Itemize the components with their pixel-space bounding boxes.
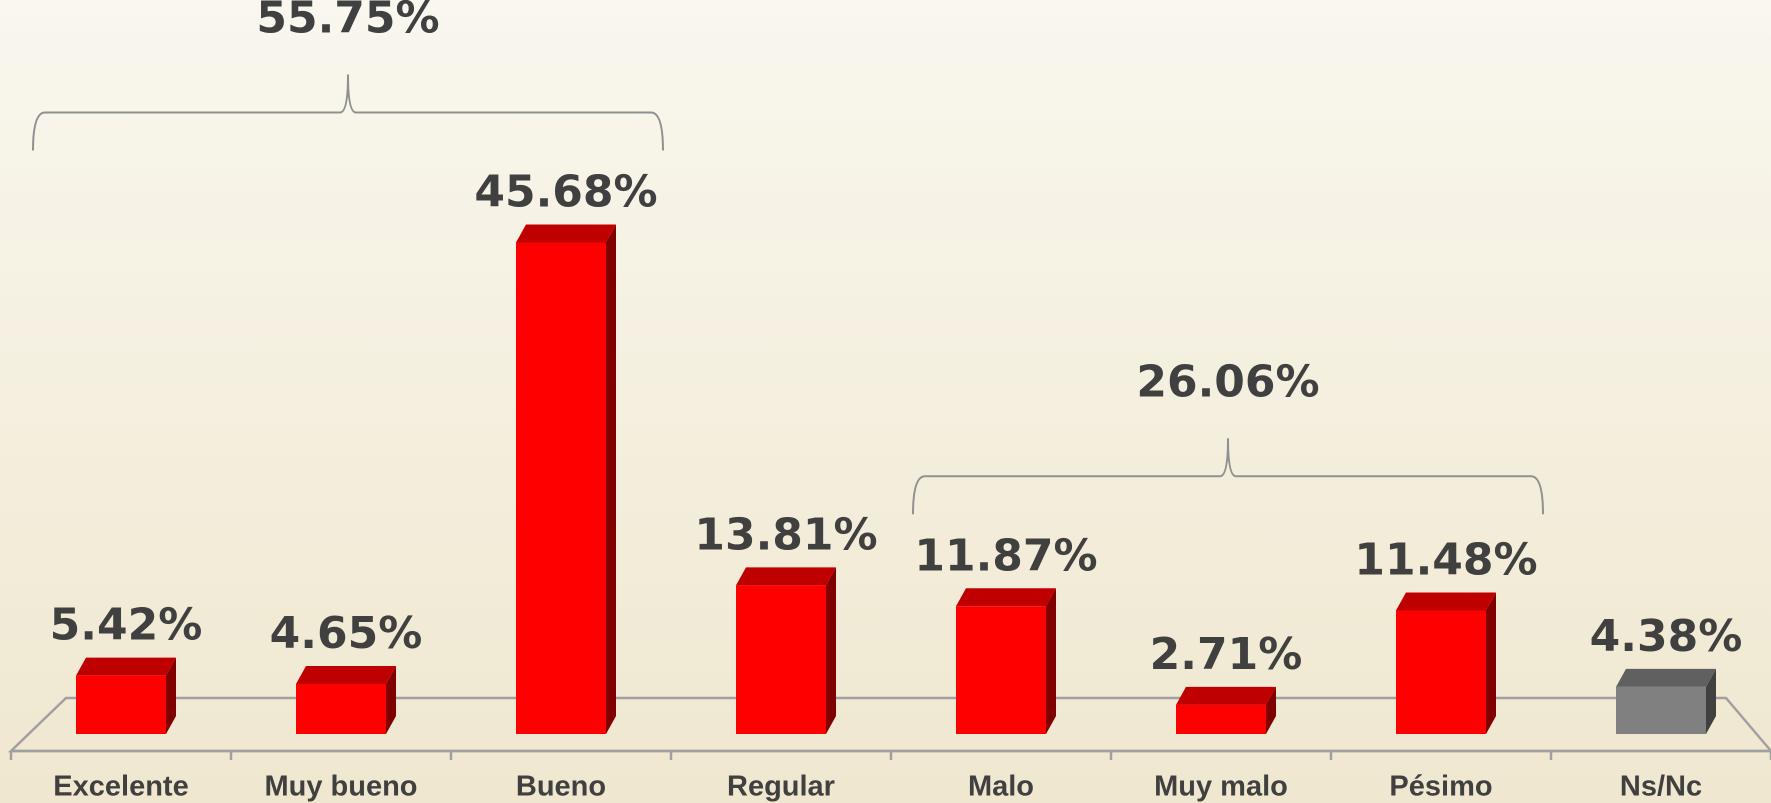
value-label: 5.42% xyxy=(50,600,203,651)
bar-top xyxy=(516,224,616,243)
bar-top xyxy=(296,665,396,684)
bar-top xyxy=(736,567,836,586)
bar-side xyxy=(606,224,616,734)
bar xyxy=(1176,704,1266,734)
bar-top xyxy=(76,657,176,676)
bar xyxy=(1616,686,1706,734)
value-label: 2.71% xyxy=(1150,629,1303,680)
bar-side xyxy=(1706,668,1716,734)
bar-side xyxy=(1486,592,1496,734)
bar xyxy=(296,683,386,734)
bar-side xyxy=(166,657,176,734)
bracket xyxy=(32,74,664,151)
bar xyxy=(516,242,606,734)
value-label: 11.87% xyxy=(914,530,1097,581)
value-label: 4.38% xyxy=(1590,611,1743,662)
bar-top xyxy=(956,588,1056,607)
x-tick-label: Bueno xyxy=(516,771,606,803)
bracket xyxy=(912,438,1544,515)
value-label: 45.68% xyxy=(474,166,657,217)
bar xyxy=(736,585,826,734)
x-tick-label: Malo xyxy=(968,771,1034,803)
bar-top xyxy=(1616,668,1716,687)
annotation-label: 55.75% xyxy=(256,0,439,43)
bar-top xyxy=(1176,686,1276,705)
bar-top xyxy=(1396,592,1496,611)
x-tick-label: Pésimo xyxy=(1389,771,1492,803)
annotation-label: 26.06% xyxy=(1136,356,1319,407)
bar xyxy=(1396,610,1486,734)
x-tick-label: Excelente xyxy=(53,771,188,803)
bar-side xyxy=(386,665,396,734)
value-label: 13.81% xyxy=(694,509,877,560)
x-tick-label: Muy malo xyxy=(1154,771,1288,803)
floor xyxy=(7,696,1771,753)
bar-side xyxy=(826,567,836,734)
x-tick-label: Regular xyxy=(727,771,835,803)
bar-side xyxy=(1046,588,1056,734)
x-tick-label: Muy bueno xyxy=(264,771,417,803)
x-tick-label: Ns/Nc xyxy=(1620,771,1702,803)
bar xyxy=(956,606,1046,734)
value-label: 4.65% xyxy=(270,608,423,659)
bar xyxy=(76,675,166,734)
bar-side xyxy=(1266,686,1276,734)
value-label: 11.48% xyxy=(1354,534,1537,585)
